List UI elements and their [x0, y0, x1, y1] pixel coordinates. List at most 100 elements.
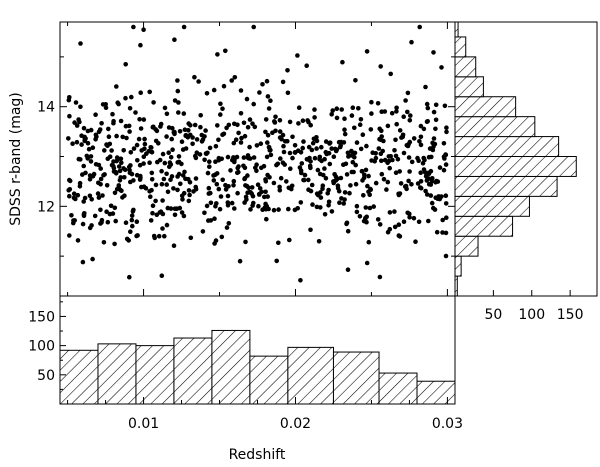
data-point — [358, 117, 364, 122]
data-point — [308, 227, 313, 233]
data-point — [138, 90, 143, 95]
data-point — [66, 136, 71, 141]
data-point — [194, 137, 200, 142]
data-point — [232, 206, 237, 211]
data-point — [160, 211, 166, 217]
data-point — [193, 184, 198, 190]
data-point — [188, 123, 193, 128]
data-point — [253, 165, 258, 171]
data-point — [290, 134, 295, 140]
data-point — [424, 192, 430, 197]
histogram-bar — [332, 351, 380, 405]
data-point — [396, 222, 402, 227]
data-point — [187, 192, 192, 198]
data-point — [214, 201, 219, 206]
data-point — [425, 119, 431, 124]
data-point — [251, 24, 256, 30]
data-point — [246, 156, 251, 161]
data-point — [285, 90, 291, 96]
data-point — [405, 109, 410, 115]
data-point — [266, 106, 272, 111]
data-point — [358, 146, 364, 152]
data-point — [164, 111, 170, 117]
right-histogram-ticks: 50 100 150 — [484, 290, 584, 323]
data-point — [129, 94, 134, 100]
data-point — [356, 106, 361, 111]
data-point — [444, 215, 449, 220]
data-point — [304, 63, 310, 68]
data-point — [266, 144, 272, 150]
data-point — [119, 160, 124, 165]
data-point — [129, 213, 135, 218]
data-point — [175, 88, 181, 94]
data-point — [106, 134, 112, 139]
data-point — [281, 143, 286, 149]
scatter-y-label: SDSS r-band (mag) — [8, 92, 24, 226]
data-point — [366, 173, 371, 179]
data-point — [263, 189, 268, 195]
histogram-bar — [135, 345, 175, 405]
data-point — [211, 87, 217, 93]
data-point — [185, 135, 191, 140]
data-point — [228, 168, 233, 173]
data-point — [136, 136, 142, 142]
histogram-bar — [454, 255, 462, 277]
data-point — [314, 135, 319, 140]
data-point — [423, 84, 428, 90]
data-point — [98, 182, 103, 187]
data-point — [351, 169, 356, 175]
data-point — [77, 180, 83, 186]
data-point — [133, 110, 138, 115]
data-point — [322, 212, 328, 217]
data-point — [353, 162, 359, 168]
data-point — [235, 190, 240, 196]
data-point — [326, 203, 331, 208]
data-point — [135, 158, 140, 163]
data-point — [430, 176, 435, 181]
data-point — [79, 142, 84, 147]
data-point — [409, 39, 414, 45]
data-point — [265, 194, 271, 199]
data-point — [219, 234, 225, 240]
data-point — [179, 161, 184, 167]
data-point — [147, 189, 152, 194]
data-point — [298, 200, 304, 205]
data-point — [433, 126, 438, 132]
data-point — [194, 150, 200, 155]
data-point — [301, 177, 306, 183]
data-point — [172, 98, 178, 103]
data-point — [76, 117, 81, 122]
data-point — [331, 154, 337, 159]
data-point — [434, 229, 440, 235]
data-point — [208, 200, 214, 206]
data-point — [165, 189, 171, 195]
histogram-bar — [378, 372, 418, 405]
data-point — [72, 120, 77, 125]
data-point — [215, 52, 220, 57]
data-point — [238, 140, 244, 145]
data-point — [343, 161, 349, 167]
data-point — [111, 159, 116, 164]
data-point — [202, 210, 207, 216]
data-point — [325, 191, 331, 196]
data-point — [354, 140, 360, 145]
data-point — [164, 171, 169, 177]
data-point — [256, 203, 261, 209]
data-point — [270, 130, 275, 135]
data-point — [232, 75, 238, 80]
data-point — [409, 182, 414, 187]
data-point — [120, 195, 125, 200]
data-point — [306, 177, 311, 183]
data-point — [154, 212, 160, 218]
data-point — [164, 222, 170, 228]
data-point — [352, 125, 357, 131]
data-point — [130, 223, 135, 229]
data-point — [263, 177, 268, 182]
data-point — [111, 118, 116, 124]
x-tick-label: 150 — [557, 307, 584, 323]
data-point — [433, 117, 439, 123]
data-point — [406, 155, 412, 160]
data-point — [134, 142, 140, 148]
data-point — [360, 178, 365, 183]
